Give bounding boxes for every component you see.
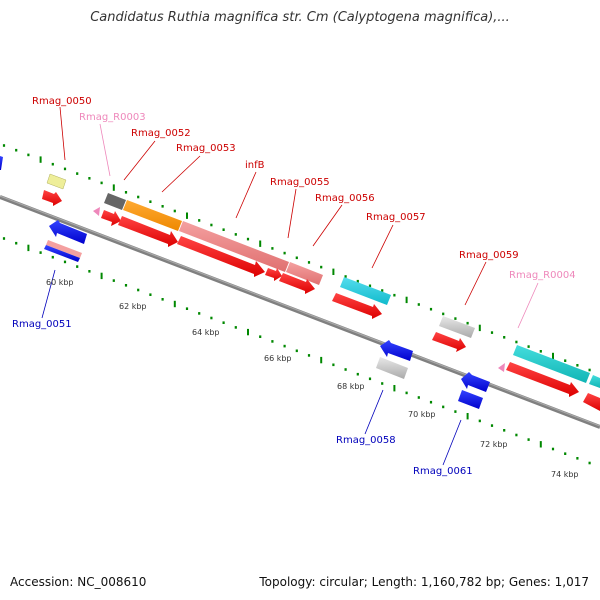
kbp-label-62: 62 kbp [119, 302, 147, 311]
map-title: Candidatus Ruthia magnifica str. Cm (Cal… [90, 10, 510, 25]
gene-arrow-4[interactable] [177, 236, 265, 277]
label-rmag-0059[interactable]: Rmag_0059 [459, 250, 519, 261]
rna-r0003-marker[interactable] [93, 207, 100, 216]
kbp-labels: 60 kbp 62 kbp 64 kbp 66 kbp 68 kbp 70 kb… [46, 278, 579, 479]
genome-axis-highlight [0, 195, 600, 427]
gene-arrow-2[interactable] [101, 210, 121, 226]
gene-rmag-0058-grey[interactable] [376, 357, 408, 379]
gene-arrow-7[interactable] [332, 293, 382, 319]
label-rmag-0051[interactable]: Rmag_0051 [12, 319, 72, 330]
kbp-label-70: 70 kbp [408, 410, 436, 419]
gene-arrow-5[interactable] [265, 268, 282, 281]
label-rmag-0057[interactable]: Rmag_0057 [366, 212, 426, 223]
leader-lines [41, 106, 539, 466]
forward-strand-arrows [42, 190, 600, 411]
kbp-label-74: 74 kbp [551, 470, 579, 479]
kbp-label-66: 66 kbp [264, 354, 292, 363]
gene-rmag-0051-upper[interactable] [49, 220, 87, 244]
label-rmag-0052[interactable]: Rmag_0052 [131, 128, 191, 139]
gene-rmag-0061-lower[interactable] [458, 390, 483, 409]
gene-rmag-0058-blue[interactable] [380, 340, 413, 361]
gene-arrow-6[interactable] [279, 273, 315, 294]
label-infb[interactable]: infB [245, 160, 265, 171]
forward-strand-upper [46, 173, 600, 388]
gene-rmag-0053-bar[interactable] [179, 221, 289, 272]
upper-tick-track [2, 144, 591, 372]
reverse-strand [0, 156, 490, 409]
rna-r0004-marker[interactable] [498, 363, 505, 372]
gene-rev-left-edge[interactable] [0, 156, 3, 170]
gene-arrow-9[interactable] [506, 362, 579, 397]
gene-dark-grey-bar[interactable] [104, 193, 126, 210]
gene-arrow-3[interactable] [118, 216, 178, 247]
kbp-label-60: 60 kbp [46, 278, 74, 287]
gene-rmag-0057-bar[interactable] [340, 277, 391, 305]
genome-axis [0, 195, 600, 429]
gene-rmag-0052-bar[interactable] [123, 200, 182, 231]
gene-teal-bar-1[interactable] [513, 345, 590, 383]
label-rmag-r0003[interactable]: Rmag_R0003 [79, 112, 146, 123]
gene-infb-bar[interactable] [286, 262, 323, 285]
kbp-label-68: 68 kbp [337, 382, 365, 391]
gene-arrow-1[interactable] [42, 190, 62, 206]
kbp-label-64: 64 kbp [192, 328, 220, 337]
kbp-label-72: 72 kbp [480, 440, 508, 449]
gene-labels: Rmag_0050 Rmag_R0003 Rmag_0052 Rmag_0053… [12, 96, 576, 477]
label-rmag-0050[interactable]: Rmag_0050 [32, 96, 92, 107]
gene-arrow-10[interactable] [583, 393, 600, 411]
gene-rmag-0061-upper[interactable] [461, 372, 490, 392]
genome-summary-text: Topology: circular; Length: 1,160,782 bp… [259, 575, 589, 589]
label-rmag-0055[interactable]: Rmag_0055 [270, 177, 330, 188]
label-rmag-r0004[interactable]: Rmag_R0004 [509, 270, 576, 281]
lower-tick-track [2, 237, 591, 465]
label-rmag-0058[interactable]: Rmag_0058 [336, 435, 396, 446]
accession-text: Accession: NC_008610 [10, 575, 147, 589]
label-rmag-0061[interactable]: Rmag_0061 [413, 466, 473, 477]
gene-rmag-0050-bar[interactable] [46, 173, 67, 190]
gene-teal-bar-2[interactable] [589, 375, 600, 388]
gene-rmag-0051-lower[interactable] [44, 245, 80, 262]
gene-rmag-0059-bar[interactable] [439, 316, 475, 338]
gene-arrow-8[interactable] [432, 332, 466, 352]
label-rmag-0053[interactable]: Rmag_0053 [176, 143, 236, 154]
gene-rmag-0051-pink[interactable] [46, 240, 82, 258]
label-rmag-0056[interactable]: Rmag_0056 [315, 193, 375, 204]
